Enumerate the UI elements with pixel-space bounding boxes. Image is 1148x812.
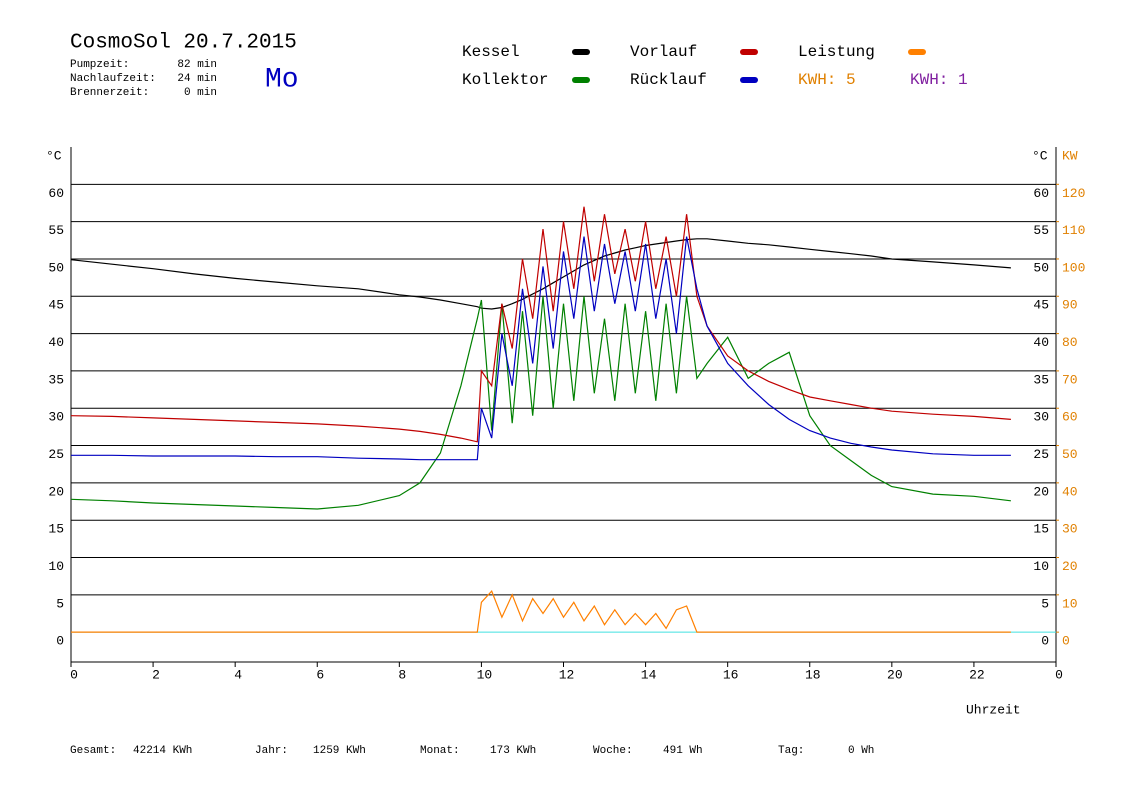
y2-axis-label: KW xyxy=(1062,148,1078,163)
y-tick-label-right: 60 xyxy=(1033,186,1049,201)
total-value: 173 KWh xyxy=(490,745,536,757)
y-tick-label: 5 xyxy=(56,596,64,611)
y2-tick-label: 60 xyxy=(1062,410,1078,425)
x-tick-label: 14 xyxy=(641,667,657,682)
x-tick-label: 2 xyxy=(152,667,160,682)
y-tick-label: 60 xyxy=(48,186,64,201)
y2-tick-label: 70 xyxy=(1062,372,1078,387)
total-label: Tag: xyxy=(778,745,804,757)
y-tick-label: 0 xyxy=(56,634,64,649)
title: CosmoSol 20.7.2015 xyxy=(70,32,297,55)
x-tick-label: 6 xyxy=(316,667,324,682)
total-label: Woche: xyxy=(593,745,633,757)
stat-value: 0 min xyxy=(184,87,217,99)
legend-label: Rücklauf xyxy=(630,71,707,89)
y2-tick-label: 40 xyxy=(1062,484,1078,499)
y-tick-label: 45 xyxy=(48,298,64,313)
total-value: 42214 KWh xyxy=(133,745,192,757)
y-tick-label-right: 20 xyxy=(1033,484,1049,499)
y2-tick-label: 0 xyxy=(1062,634,1070,649)
total-label: Monat: xyxy=(420,745,460,757)
x-tick-label: 8 xyxy=(398,667,406,682)
legend-label: Vorlauf xyxy=(630,43,697,61)
y-tick-label-right: 40 xyxy=(1033,335,1049,350)
series-line xyxy=(70,238,1011,310)
total-value: 0 Wh xyxy=(848,745,874,757)
y-tick-label-right: 30 xyxy=(1033,410,1049,425)
y-axis-label-right: °C xyxy=(1032,148,1048,163)
y-tick-label: 30 xyxy=(48,410,64,425)
weekday: Mo xyxy=(265,64,299,95)
y2-tick-label: 100 xyxy=(1062,260,1085,275)
x-tick-label: 0 xyxy=(70,667,78,682)
y2-tick-label: 10 xyxy=(1062,596,1078,611)
legend-label: Leistung xyxy=(798,43,875,61)
y2-tick-label: 50 xyxy=(1062,447,1078,462)
x-tick-label: 16 xyxy=(723,667,739,682)
kwh-label: KWH: 5 xyxy=(798,71,856,89)
y-tick-label-right: 35 xyxy=(1033,372,1049,387)
x-tick-label: 0 xyxy=(1055,667,1063,682)
y-tick-label-right: 10 xyxy=(1033,559,1049,574)
total-label: Gesamt: xyxy=(70,745,116,757)
y2-tick-label: 120 xyxy=(1062,186,1085,201)
series-line xyxy=(71,236,1011,461)
y-tick-label-right: 25 xyxy=(1033,447,1049,462)
y2-tick-label: 30 xyxy=(1062,522,1078,537)
y2-tick-label: 20 xyxy=(1062,559,1078,574)
y-tick-label-right: 5 xyxy=(1041,596,1049,611)
y-tick-label: 15 xyxy=(48,522,64,537)
x-tick-label: 18 xyxy=(805,667,821,682)
y-tick-label: 40 xyxy=(48,335,64,350)
stat-label: Pumpzeit: xyxy=(70,59,129,71)
x-tick-label: 4 xyxy=(234,667,242,682)
y-tick-label: 10 xyxy=(48,559,64,574)
total-label: Jahr: xyxy=(255,745,288,757)
y-tick-label-right: 15 xyxy=(1033,522,1049,537)
x-tick-label: 20 xyxy=(887,667,903,682)
y-tick-label: 50 xyxy=(48,260,64,275)
series-line xyxy=(70,206,1011,443)
legend-label: Kessel xyxy=(462,43,520,61)
y-tick-label-right: 0 xyxy=(1041,634,1049,649)
stat-label: Nachlaufzeit: xyxy=(70,73,156,85)
y-tick-label: 35 xyxy=(48,372,64,387)
x-tick-label: 12 xyxy=(559,667,575,682)
x-tick-label: 22 xyxy=(969,667,985,682)
x-tick-label: 10 xyxy=(477,667,493,682)
legend-label: Kollektor xyxy=(462,71,548,89)
y-tick-label-right: 45 xyxy=(1033,298,1049,313)
series-line xyxy=(70,296,1011,510)
x-axis-label: Uhrzeit xyxy=(966,702,1021,717)
y-tick-label: 20 xyxy=(48,484,64,499)
stat-label: Brennerzeit: xyxy=(70,87,149,99)
y2-tick-label: 110 xyxy=(1062,223,1085,238)
y2-tick-label: 90 xyxy=(1062,298,1078,313)
total-value: 1259 KWh xyxy=(313,745,366,757)
stat-value: 82 min xyxy=(177,59,217,71)
y-tick-label: 55 xyxy=(48,223,64,238)
y-tick-label-right: 50 xyxy=(1033,260,1049,275)
y2-tick-label: 80 xyxy=(1062,335,1078,350)
y-tick-label-right: 55 xyxy=(1033,223,1049,238)
y-tick-label: 25 xyxy=(48,447,64,462)
total-value: 491 Wh xyxy=(663,745,703,757)
series-line xyxy=(71,589,1011,633)
stat-value: 24 min xyxy=(177,73,217,85)
kwh-label: KWH: 1 xyxy=(910,71,968,89)
y-axis-label: °C xyxy=(46,148,62,163)
